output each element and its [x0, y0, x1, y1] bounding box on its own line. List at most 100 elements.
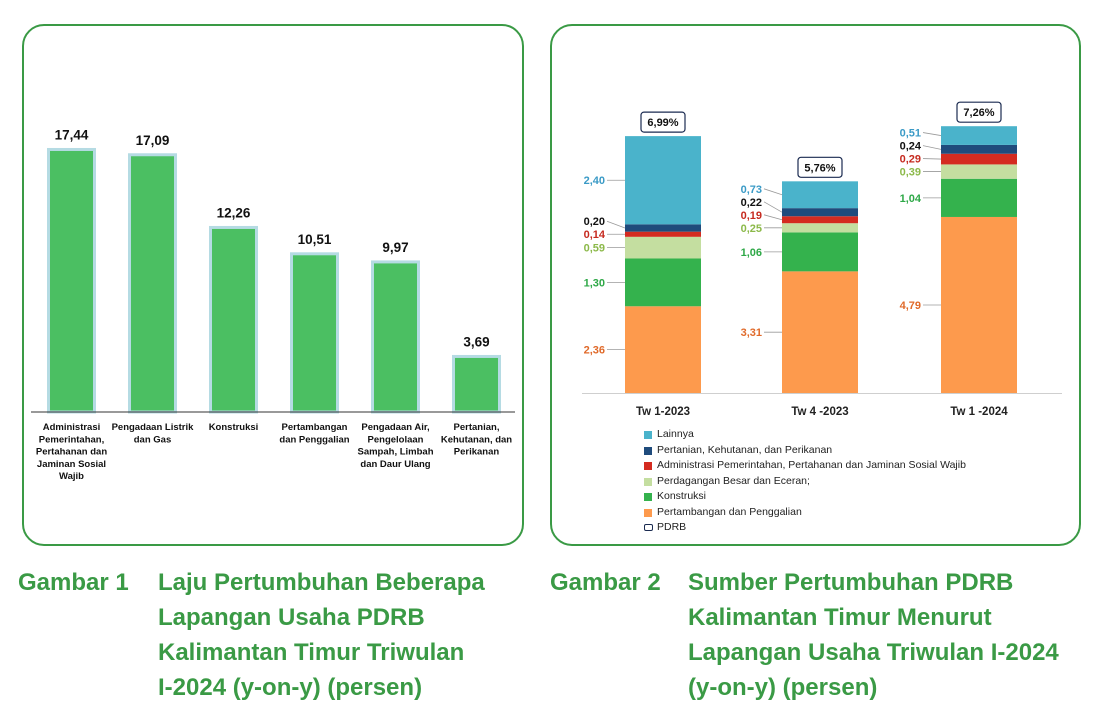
stacked-segment: [625, 306, 701, 393]
chart-panel-2: 2,36 1,30 0,59 0,14 0,20 2,40 6,99% Tw 1-2023 3,…: [550, 24, 1081, 546]
category-tick-label: dan Penggalian: [279, 434, 349, 445]
caption-line: Lapangan Usaha PDRB: [158, 604, 425, 631]
caption-line: I-2024 (y-on-y) (persen): [158, 674, 423, 701]
leader-line: [922, 145, 942, 150]
legend-swatch: [644, 524, 653, 531]
data-label: 0,19: [741, 210, 762, 222]
caption-line: Laju Pertumbuhan Beberapa: [158, 569, 485, 596]
category-tick-label: Pertambangan: [282, 422, 348, 433]
category-tick-label: Kehutanan, dan: [441, 434, 512, 445]
stacked-segment: [941, 216, 1017, 393]
category-tick-label: Pengadaan Listrik: [112, 422, 195, 433]
legend-item: Perdagangan Besar dan Eceran;: [644, 474, 966, 490]
stacked-segment: [625, 231, 701, 237]
legend-item: Konstruksi: [644, 489, 966, 505]
data-label: 0,25: [741, 223, 762, 235]
data-label: 0,29: [900, 154, 921, 166]
category-tick-label: Pertanian,: [454, 422, 500, 433]
stacked-segment: [625, 224, 701, 232]
category-tick-label: Konstruksi: [209, 422, 259, 433]
chart-panel-1: 17,44 Administrasi Pemerintahan, Pertahanan…: [22, 24, 524, 546]
data-label: 10,51: [298, 232, 332, 247]
legend-label: Pertambangan dan Penggalian: [657, 505, 802, 518]
data-label: 0,20: [584, 216, 605, 228]
legend-swatch: [644, 431, 652, 439]
leader-line: [763, 214, 783, 221]
total-box: [797, 156, 843, 178]
data-label: 1,04: [900, 193, 922, 205]
legend-label: PDRB: [657, 521, 687, 533]
stacked-segment: [941, 144, 1017, 154]
legend-label: Konstruksi: [657, 490, 707, 502]
stacked-segment: [782, 181, 858, 209]
stacked-segment: [941, 164, 1017, 179]
bar: [47, 147, 96, 414]
bar: [128, 153, 177, 414]
stacked-segment: [782, 223, 858, 233]
legend-swatch: [644, 477, 652, 486]
figure-title: Laju Pertumbuhan Beberapa Lapangan Usaha…: [158, 565, 518, 705]
stacked-segment: [941, 178, 1017, 217]
legend-swatch: [644, 493, 652, 501]
data-label: 17,44: [55, 127, 89, 142]
stacked-segment: [625, 236, 701, 259]
data-label: 1,06: [741, 247, 762, 259]
total-label: 7,26%: [963, 107, 994, 119]
stacked-segment: [625, 258, 701, 307]
category-tick-label: dan Gas: [134, 434, 172, 445]
data-label: 0,22: [741, 197, 762, 209]
data-label: 0,24: [900, 141, 922, 153]
chart-legend: Lainnya Pertanian, Kehutanan, dan Perikan…: [644, 427, 966, 536]
category-tick-label: Wajib: [59, 471, 84, 482]
category-tick-label: Perikanan: [454, 447, 500, 458]
caption-line: Sumber Pertumbuhan PDRB: [688, 569, 1014, 596]
stacked-source-chart: 2,36 1,30 0,59 0,140,20 2,40 6,99% Tw 1-2023 3,…: [582, 101, 1062, 418]
bar: [371, 260, 420, 414]
stacked-segment: [782, 216, 858, 224]
data-label: 2,36: [584, 345, 605, 357]
legend-item: Administrasi Pemerintahan, Pertahanan da…: [644, 458, 966, 474]
legend-label: Administrasi Pemerintahan, Pertahanan da…: [657, 459, 966, 471]
data-label: 2,40: [584, 175, 605, 187]
stacked-segment: [782, 232, 858, 272]
legend-label: Perdagangan Besar dan Eceran;: [657, 474, 810, 487]
bar: [452, 354, 501, 414]
leader-line: [922, 132, 942, 136]
data-label: 0,59: [584, 243, 605, 255]
figure-title: Sumber Pertumbuhan PDRB Kalimantan Timur…: [688, 565, 1088, 705]
figure-number: Gambar 2: [550, 569, 661, 596]
data-label: 3,69: [463, 334, 489, 349]
data-label: 12,26: [217, 205, 251, 220]
stacked-segment: [625, 136, 701, 225]
category-tick-label: dan Daur Ulang: [360, 459, 430, 470]
leader-line: [922, 158, 942, 160]
legend-item: Pertanian, Kehutanan, dan Perikanan: [644, 443, 966, 459]
category-tick-label: Administrasi: [43, 422, 101, 433]
data-label: 9,97: [382, 240, 408, 255]
legend-item: Lainnya: [644, 427, 966, 443]
leader-line: [763, 188, 783, 196]
leader-line: [606, 220, 626, 229]
stacked-segment: [941, 153, 1017, 165]
bar: [290, 252, 339, 414]
legend-label: Lainnya: [657, 428, 694, 440]
stacked-segment: [782, 208, 858, 217]
caption-line: Lapangan Usaha Triwulan I-2024: [688, 639, 1059, 666]
total-label: 6,99%: [647, 117, 678, 129]
legend-label: Pertanian, Kehutanan, dan Perikanan: [657, 443, 833, 456]
legend-item: Pertambangan dan Penggalian: [644, 505, 966, 521]
data-label: 0,14: [584, 229, 606, 241]
caption-line: (y-on-y) (persen): [688, 674, 878, 701]
legend-swatch: [644, 462, 652, 470]
data-label: 0,73: [741, 184, 762, 196]
category-tick-label: Tw 1-2023: [636, 406, 690, 418]
category-tick-label: Sampah, Limbah: [357, 447, 433, 458]
category-tick-label: Pengelolaan: [368, 434, 424, 445]
caption-line: Kalimantan Timur Menurut: [688, 604, 992, 631]
total-box: [956, 101, 1002, 123]
leader-line: [763, 201, 783, 213]
data-label: 0,51: [900, 128, 921, 140]
figure-number: Gambar 1: [18, 569, 129, 596]
category-tick-label: Pertahanan dan: [36, 447, 107, 458]
